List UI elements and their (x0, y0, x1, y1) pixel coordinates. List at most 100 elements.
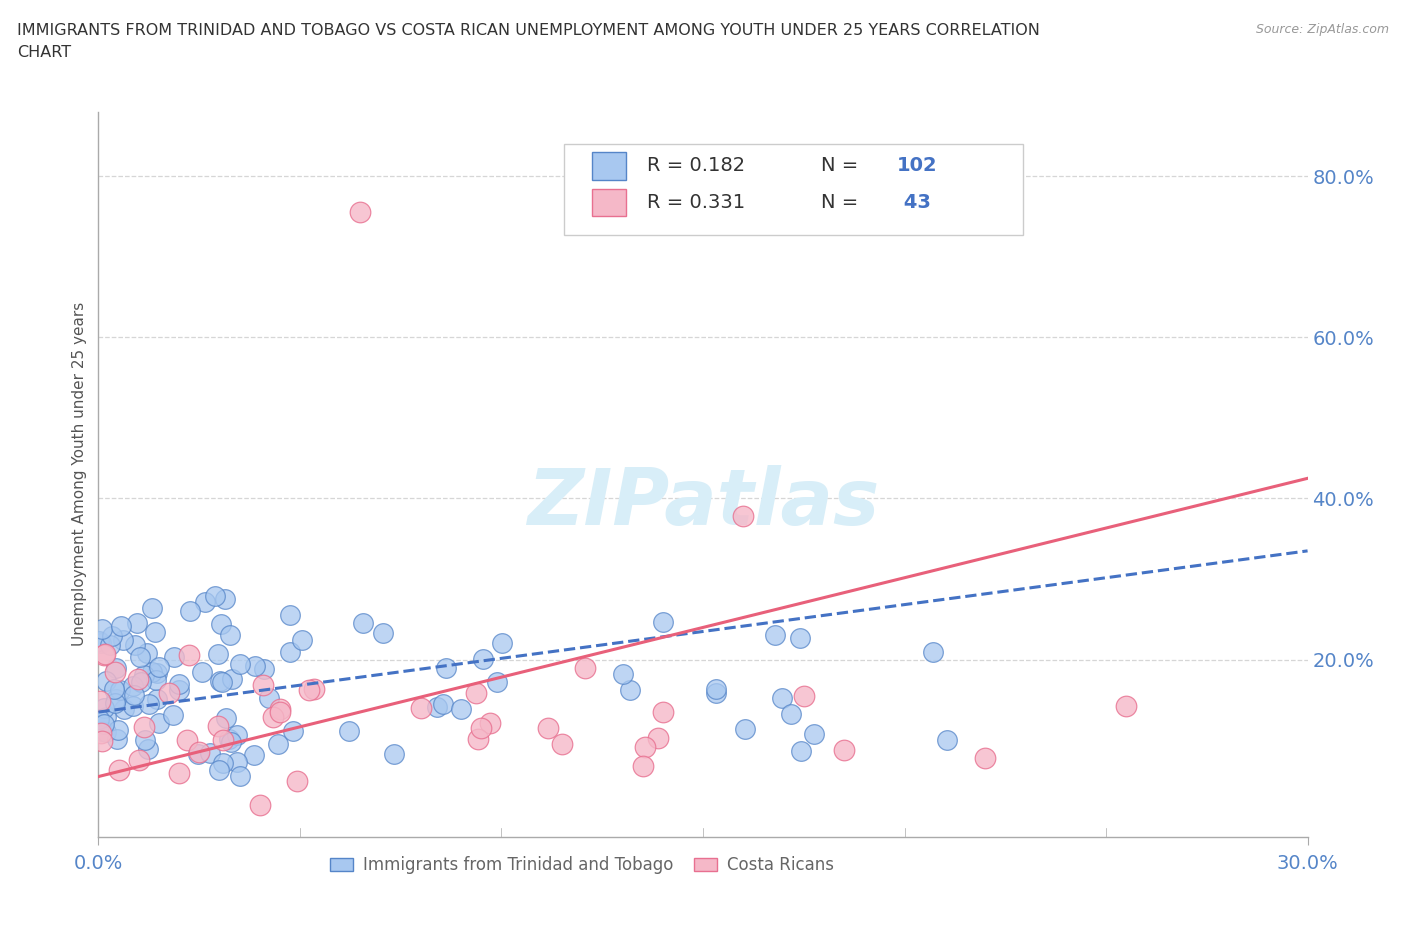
Point (652, 615, 675, 630)
Point (162, 650, 184, 665)
Point (219, 628, 242, 643)
Point (141, 601, 163, 616)
Point (98, 638, 121, 653)
Point (485, 675, 508, 690)
Point (269, 705, 291, 720)
Text: R = 0.182: R = 0.182 (647, 156, 745, 175)
Point (290, 632, 312, 647)
Point (259, 691, 281, 706)
Point (211, 674, 233, 689)
Point (124, 637, 146, 652)
Point (87, 711, 110, 726)
Point (262, 710, 284, 724)
Point (104, 661, 127, 676)
Point (651, 705, 673, 720)
Text: 102: 102 (897, 156, 938, 175)
Point (479, 715, 502, 730)
Point (209, 617, 232, 631)
Point (253, 661, 276, 676)
Point (167, 765, 190, 780)
Point (208, 763, 231, 777)
Point (634, 739, 657, 754)
Point (935, 733, 957, 748)
Legend: Immigrants from Trinidad and Tobago, Costa Ricans: Immigrants from Trinidad and Tobago, Cos… (323, 850, 841, 881)
Y-axis label: Unemployment Among Youth under 25 years: Unemployment Among Youth under 25 years (72, 302, 87, 646)
Point (93, 701, 115, 716)
Point (194, 594, 217, 609)
Point (134, 720, 156, 735)
Point (733, 509, 755, 524)
Text: 43: 43 (897, 193, 931, 212)
Point (619, 682, 641, 697)
Point (90, 635, 112, 650)
Point (104, 696, 127, 711)
Text: N =: N = (821, 193, 858, 212)
Point (243, 658, 266, 673)
Point (780, 707, 803, 722)
Point (204, 589, 226, 604)
Text: Source: ZipAtlas.com: Source: ZipAtlas.com (1256, 23, 1389, 36)
Point (352, 616, 374, 631)
Point (136, 741, 159, 756)
Point (125, 616, 148, 631)
Point (612, 667, 634, 682)
Point (146, 666, 169, 681)
FancyBboxPatch shape (592, 152, 626, 179)
Point (373, 626, 395, 641)
Text: ZIPatlas: ZIPatlas (527, 465, 879, 541)
Point (179, 604, 201, 618)
Point (229, 769, 252, 784)
Point (94, 674, 117, 689)
Point (169, 683, 191, 698)
Point (145, 692, 167, 707)
Point (134, 732, 156, 747)
Point (94, 646, 117, 661)
Point (141, 664, 163, 679)
Point (647, 731, 669, 746)
Point (285, 773, 308, 788)
Point (212, 756, 235, 771)
Point (94, 724, 117, 739)
Point (122, 687, 145, 702)
Point (491, 635, 513, 650)
Point (426, 700, 449, 715)
Point (104, 692, 127, 707)
Point (467, 732, 489, 747)
Point (281, 724, 304, 738)
Point (212, 733, 235, 748)
Point (922, 644, 945, 659)
Point (221, 671, 243, 686)
Point (266, 737, 288, 751)
Point (129, 674, 152, 689)
Point (464, 685, 486, 700)
Point (225, 727, 247, 742)
Point (209, 673, 232, 688)
Point (176, 733, 198, 748)
Point (472, 652, 495, 667)
Point (138, 697, 160, 711)
Point (90, 726, 112, 741)
Point (112, 632, 135, 647)
Point (382, 747, 405, 762)
Point (249, 797, 271, 812)
Point (145, 672, 167, 687)
Point (132, 667, 155, 682)
Point (793, 688, 815, 703)
Point (167, 677, 190, 692)
Point (103, 681, 125, 696)
Point (112, 702, 135, 717)
Text: N =: N = (821, 156, 858, 175)
Point (121, 679, 143, 694)
Point (763, 628, 786, 643)
Point (108, 682, 131, 697)
Point (215, 711, 238, 726)
Point (148, 716, 170, 731)
Point (218, 732, 240, 747)
Point (789, 631, 811, 645)
Point (191, 664, 214, 679)
Text: R = 0.331: R = 0.331 (647, 193, 745, 212)
Point (349, 205, 371, 219)
Point (148, 660, 170, 675)
Text: IMMIGRANTS FROM TRINIDAD AND TOBAGO VS COSTA RICAN UNEMPLOYMENT AMONG YOUTH UNDE: IMMIGRANTS FROM TRINIDAD AND TOBAGO VS C… (17, 23, 1040, 38)
Point (302, 682, 325, 697)
